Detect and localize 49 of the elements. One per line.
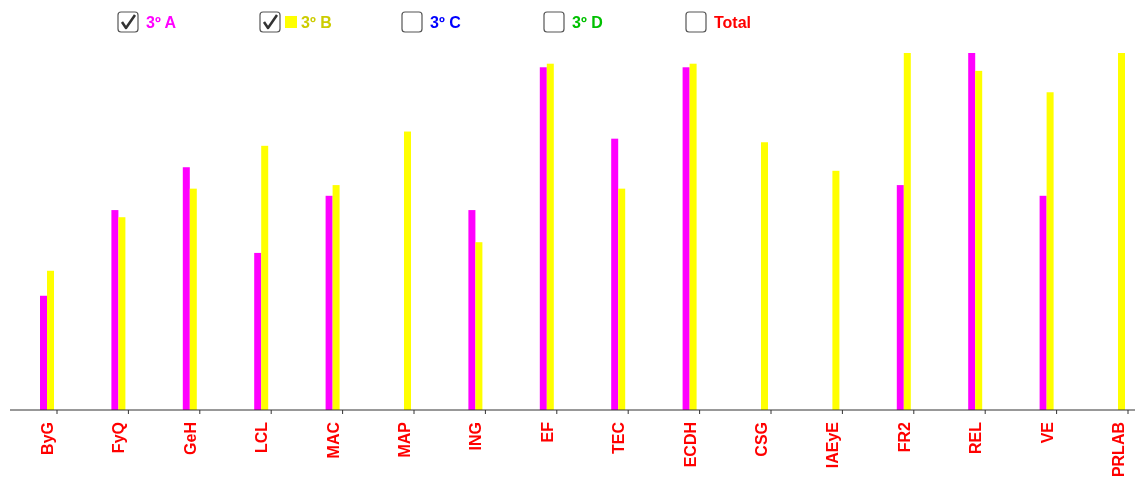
x-tick-label: PRLAB bbox=[1110, 422, 1127, 478]
x-tick-label: IAEyE bbox=[824, 421, 842, 469]
bar bbox=[40, 295, 47, 410]
bar bbox=[1046, 92, 1054, 410]
x-tick-label: GeH bbox=[181, 422, 199, 455]
legend-label: Total bbox=[714, 14, 752, 31]
legend-label: 3º B bbox=[301, 14, 332, 31]
x-tick-label: ECDH bbox=[681, 422, 699, 468]
text: 3º A bbox=[146, 14, 177, 31]
x-tick-label: MAP bbox=[396, 421, 413, 458]
bar bbox=[1039, 195, 1047, 410]
bar bbox=[182, 167, 190, 410]
x-tick-label: EF bbox=[538, 421, 556, 443]
x-tick-label: ByG bbox=[39, 422, 56, 455]
bar bbox=[468, 210, 476, 410]
bar bbox=[47, 270, 54, 410]
legend-label: 3º D bbox=[572, 14, 603, 31]
bar bbox=[968, 53, 976, 410]
x-tick-label: FyQ bbox=[110, 422, 128, 454]
bar bbox=[189, 188, 197, 410]
bar bbox=[546, 63, 554, 410]
bar bbox=[475, 242, 483, 410]
bar bbox=[896, 185, 904, 410]
bar bbox=[325, 195, 333, 410]
bar bbox=[332, 185, 340, 410]
x-tick-label: VE bbox=[1038, 421, 1056, 444]
x-tick-label: CSG bbox=[753, 422, 770, 457]
bar bbox=[975, 70, 983, 410]
legend-label: 3º C bbox=[430, 14, 462, 31]
x-tick-label: TEC bbox=[610, 421, 628, 454]
bar bbox=[832, 170, 840, 410]
bar bbox=[618, 188, 626, 410]
bar bbox=[903, 53, 911, 410]
bar bbox=[111, 210, 119, 410]
bar bbox=[611, 138, 619, 410]
bar bbox=[261, 145, 269, 410]
bar bbox=[1118, 53, 1125, 410]
bar bbox=[404, 131, 411, 410]
x-tick-label: FR2 bbox=[895, 421, 913, 453]
bar bbox=[254, 252, 262, 410]
bar bbox=[689, 63, 697, 410]
bar bbox=[682, 67, 690, 410]
bar bbox=[118, 217, 126, 410]
x-tick-label: REL bbox=[967, 421, 985, 454]
x-tick-label: MAC bbox=[324, 421, 342, 459]
bar bbox=[539, 67, 547, 410]
x-tick-label: LCL bbox=[253, 421, 271, 454]
bar bbox=[761, 142, 768, 410]
x-tick-label: ING bbox=[467, 422, 485, 451]
